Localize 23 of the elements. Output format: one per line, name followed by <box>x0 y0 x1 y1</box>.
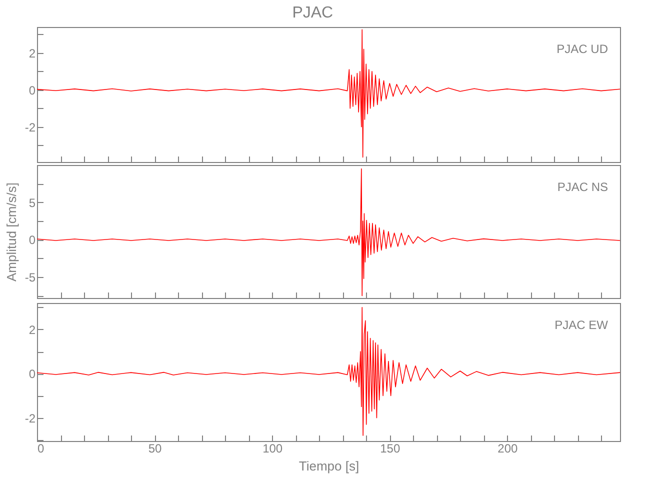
y-axis-title: Amplitud [cm/s/s] <box>4 182 19 282</box>
annotation: PJAC NS <box>557 180 608 194</box>
x-tick-label: 0 <box>38 442 44 456</box>
y-tick-label: 2 <box>28 322 36 337</box>
annotation: PJAC UD <box>556 42 608 56</box>
y-tick-label: 0 <box>28 83 36 98</box>
y-tick-label: 2 <box>28 46 36 60</box>
y-tick-label: 0 <box>28 233 36 248</box>
x-axis-title: Tiempo [s] <box>298 458 360 474</box>
line-series <box>37 307 620 436</box>
x-tick-label: 100 <box>262 442 283 456</box>
y-tick-label: -2 <box>24 120 36 134</box>
x-tick-label: 50 <box>148 442 162 456</box>
x-tick-label: 200 <box>498 442 518 456</box>
line-series <box>37 168 620 296</box>
y-tick-label: -5 <box>24 270 36 285</box>
y-tick-label: 0 <box>28 367 36 382</box>
y-tick-label: -2 <box>24 411 36 426</box>
y-tick-label: 5 <box>28 196 36 210</box>
x-tick-label: 150 <box>380 442 400 456</box>
annotation: PJAC EW <box>554 318 609 332</box>
chart-title: PJAC <box>292 4 334 22</box>
line-series <box>37 29 620 158</box>
